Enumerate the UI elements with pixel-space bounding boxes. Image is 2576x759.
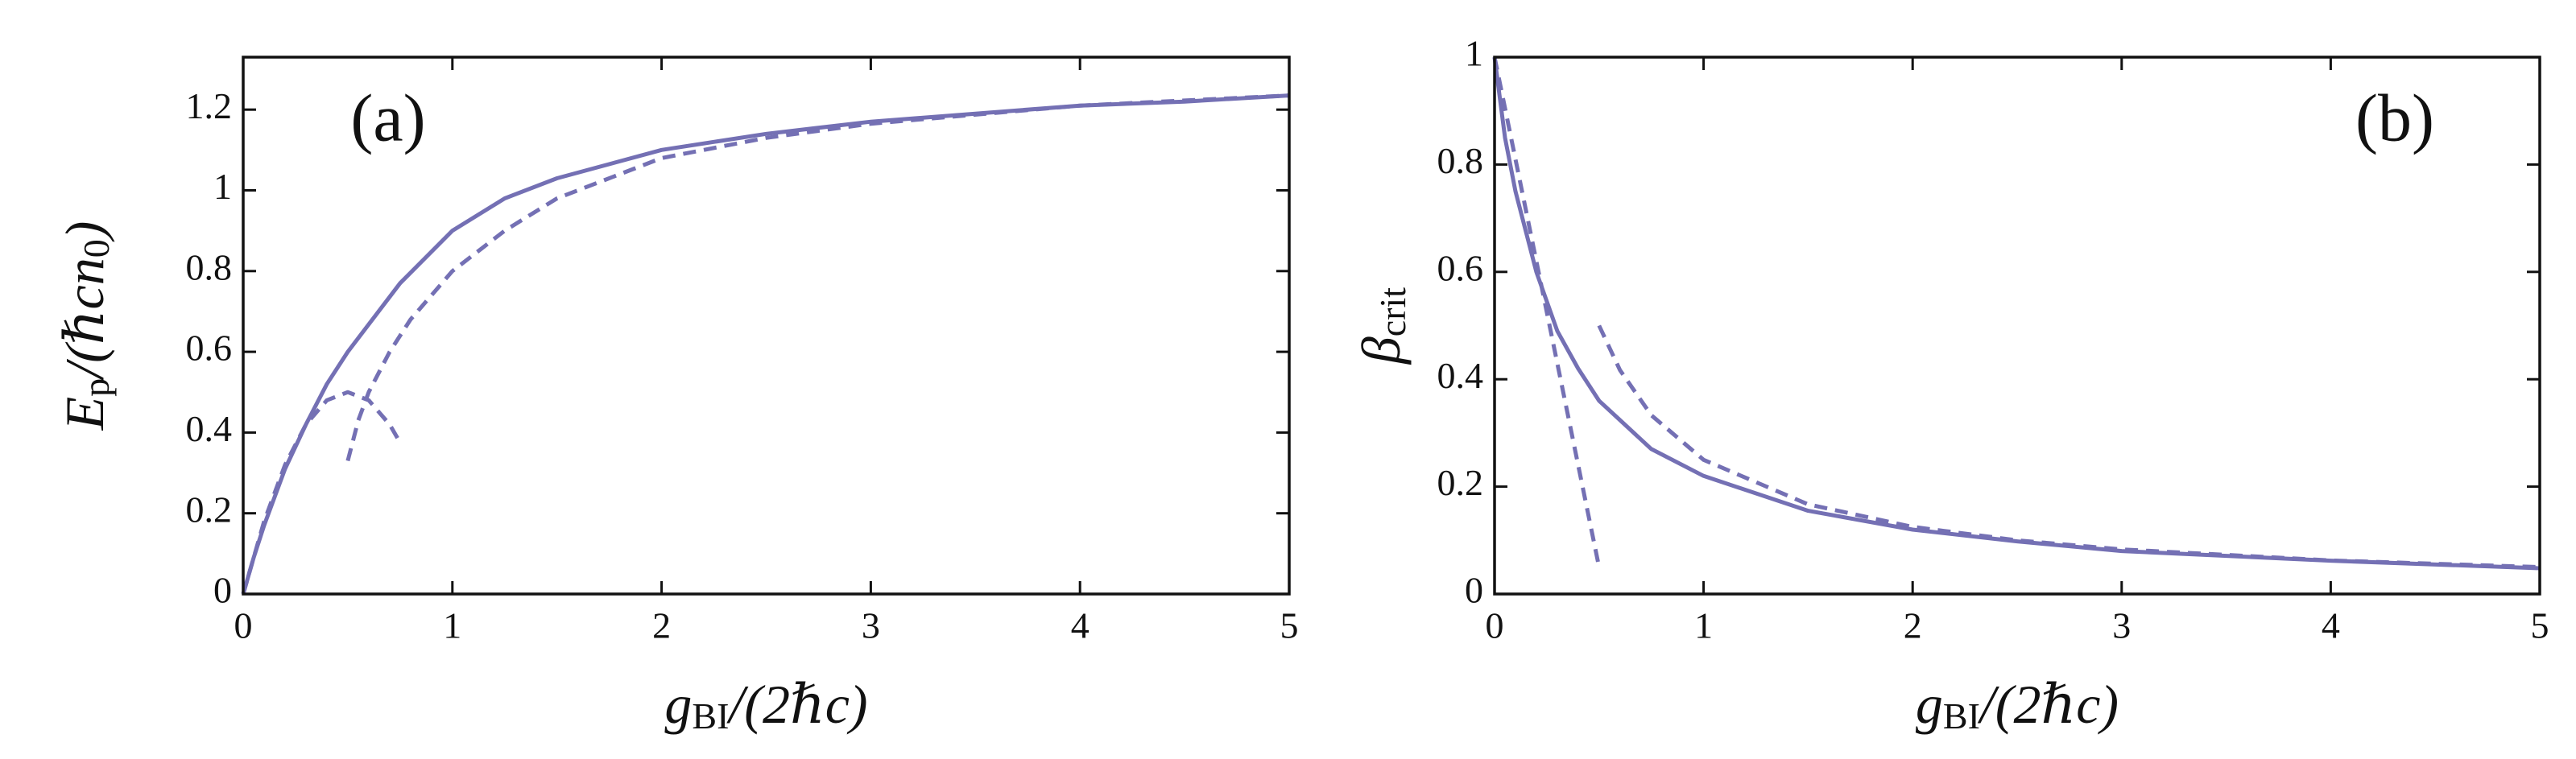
label-part: /(2ℏc) bbox=[726, 674, 867, 735]
plot-frame bbox=[1493, 56, 2541, 596]
x-tick-label: 1 bbox=[443, 605, 461, 646]
y-tick-label: 0 bbox=[1465, 570, 1483, 611]
y-tick-label: 0.8 bbox=[186, 246, 233, 287]
x-tick-label: 4 bbox=[1071, 605, 1090, 646]
y-tick-label: 0.2 bbox=[1437, 462, 1484, 503]
label-part: g bbox=[1916, 674, 1943, 735]
label-part: crit bbox=[1372, 287, 1413, 337]
y-tick-label: 0 bbox=[213, 570, 232, 611]
axis-label: Ep/(ℏcn0) bbox=[54, 221, 118, 431]
plot-frame bbox=[242, 56, 1291, 596]
axis-label: gBI/(2ℏc) bbox=[1916, 674, 2119, 737]
x-tick-label: 3 bbox=[862, 605, 880, 646]
y-tick-label: 0.8 bbox=[1437, 140, 1484, 181]
curve bbox=[345, 93, 1290, 462]
label-part: 0 bbox=[76, 239, 117, 258]
y-tick-label: 0.6 bbox=[186, 328, 233, 369]
label-part: g bbox=[664, 674, 692, 735]
curve bbox=[241, 93, 1290, 595]
panel: 0 1 2 3 4 5 0 0.2 0.4 0.6 0.8 1 1.2 (a) gBI/(2ℏc) Ep/(ℏ… bbox=[54, 56, 1299, 737]
x-tick-label: 0 bbox=[1486, 605, 1504, 646]
panel-label: (a) bbox=[350, 80, 425, 155]
x-tick-label: 5 bbox=[1280, 605, 1299, 646]
curve bbox=[1597, 324, 2541, 570]
curve bbox=[1492, 56, 1602, 568]
y-tick-label: 0.2 bbox=[186, 489, 233, 530]
y-tick-label: 1 bbox=[1465, 33, 1483, 74]
y-tick-label: 0.6 bbox=[1437, 247, 1484, 288]
y-tick-label: 0.4 bbox=[1437, 355, 1484, 396]
x-tick-label: 4 bbox=[2322, 605, 2340, 646]
label-part: /(2ℏc) bbox=[1977, 674, 2119, 735]
x-tick-label: 5 bbox=[2531, 605, 2549, 646]
panel-label: (b) bbox=[2355, 80, 2434, 155]
label-part: /(ℏcn bbox=[54, 258, 115, 382]
y-tick-label: 1 bbox=[213, 166, 232, 207]
label-part: ) bbox=[54, 221, 115, 243]
x-tick-label: 1 bbox=[1694, 605, 1713, 646]
y-tick-label: 0.4 bbox=[186, 408, 233, 449]
label-part: p bbox=[76, 378, 117, 397]
curve bbox=[241, 390, 403, 595]
label-part: BI bbox=[1943, 695, 1980, 736]
y-tick-label: 1.2 bbox=[186, 85, 233, 126]
x-tick-label: 2 bbox=[1904, 605, 1922, 646]
panel: 0 1 2 3 4 5 0 0.2 0.4 0.6 0.8 1 (b) gBI/(2ℏc) βcrit bbox=[1350, 33, 2549, 737]
x-tick-label: 3 bbox=[2112, 605, 2131, 646]
label-part: BI bbox=[692, 695, 729, 736]
label-part: E bbox=[54, 397, 115, 431]
axis-label: gBI/(2ℏc) bbox=[664, 674, 867, 737]
axis-label: βcrit bbox=[1350, 287, 1414, 365]
x-tick-label: 0 bbox=[234, 605, 253, 646]
label-part: β bbox=[1350, 336, 1412, 365]
x-tick-label: 2 bbox=[652, 605, 671, 646]
